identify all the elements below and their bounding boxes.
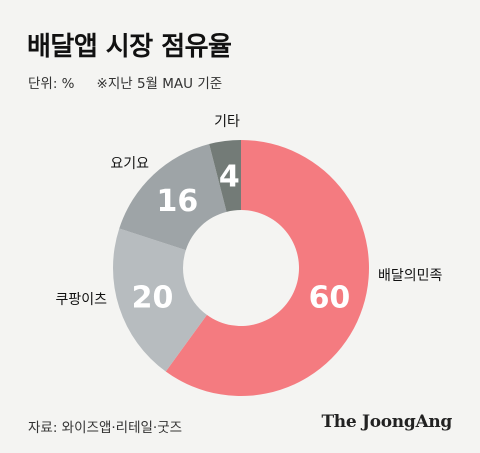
category-label-3: 기타	[214, 114, 240, 130]
unit-label: 단위: %	[28, 76, 75, 92]
source-label: 자료: 와이즈앱·리테일·굿즈	[28, 420, 183, 436]
value-label-2: 16	[156, 184, 198, 219]
value-label-0: 60	[309, 281, 351, 316]
category-label-2: 요기요	[110, 156, 149, 172]
slice-0	[165, 140, 369, 397]
subtitle-row: 단위: % ※지난 5월 MAU 기준	[28, 72, 222, 92]
basis-note: ※지난 5월 MAU 기준	[96, 76, 223, 92]
value-label-3: 4	[219, 160, 240, 195]
category-label-0: 배달의민족	[378, 268, 443, 284]
brand-logo: The JoongAng	[321, 412, 452, 432]
chart-title: 배달앱 시장 점유율	[27, 32, 232, 62]
slice-3	[209, 140, 241, 212]
slice-2	[119, 144, 227, 251]
value-label-1: 20	[132, 281, 174, 316]
category-label-1: 쿠팡이츠	[55, 292, 107, 308]
slice-1	[113, 228, 207, 372]
